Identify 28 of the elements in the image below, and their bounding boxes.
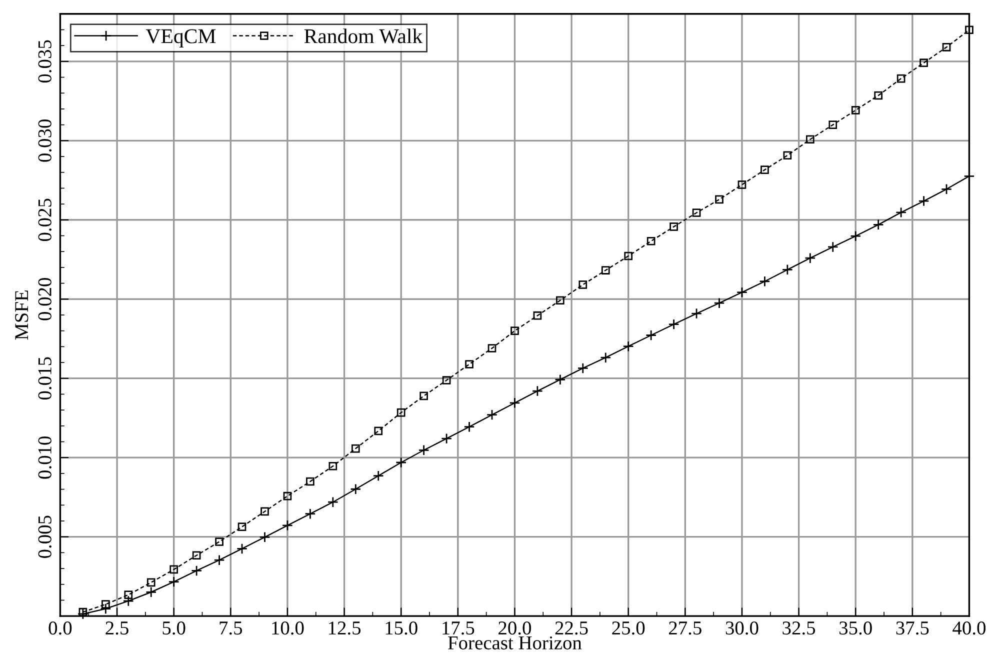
x-tick-label: 32.5 [782, 622, 816, 635]
x-tick-label: 7.5 [220, 622, 242, 635]
x-tick-label: 35.0 [840, 621, 872, 635]
y-tick-label: 0.030 [38, 120, 52, 162]
x-tick-label: 25.0 [612, 621, 645, 635]
legend-label: Random Walk [304, 28, 423, 44]
y-tick-label: 0.025 [38, 198, 52, 242]
x-tick-label: 27.5 [669, 622, 702, 635]
legend-label: VEqCM [146, 29, 216, 48]
y-tick-label: 0.010 [38, 436, 52, 479]
x-tick-label: 5.0 [162, 621, 186, 635]
x-tick-label: 40.0 [952, 621, 986, 635]
x-tick-label: 0.0 [48, 621, 72, 635]
x-tick-label: 37.5 [896, 622, 929, 635]
x-tick-label: 2.5 [106, 622, 128, 635]
x-tick-label: 20.0 [498, 621, 531, 635]
x-tick-label: 22.5 [555, 622, 588, 635]
x-tick-label: 17.5 [442, 622, 474, 635]
y-tick-label: 0.020 [38, 278, 52, 320]
y-axis-title: MSFE [15, 290, 28, 340]
x-tick-label: 12.5 [328, 622, 361, 635]
y-tick-label: 0.015 [38, 357, 52, 400]
x-tick-label: 10.0 [272, 621, 304, 635]
x-tick-label: 15.0 [386, 621, 418, 635]
x-tick-label: 30.0 [726, 621, 758, 635]
y-tick-label: 0.035 [38, 40, 52, 83]
y-tick-label: 0.005 [38, 516, 52, 558]
x-axis-title: Forecast Horizon [448, 636, 582, 650]
